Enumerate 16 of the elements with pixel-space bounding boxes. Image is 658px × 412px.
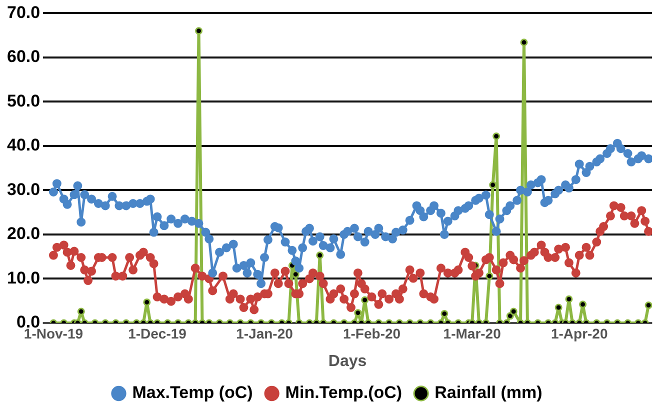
- y-tick-label: 50.0: [6, 91, 40, 110]
- x-tick-label: 1-Mar-20: [443, 325, 502, 342]
- y-tick-label: 10.0: [6, 268, 40, 288]
- y-tick-label: 40.0: [6, 136, 40, 155]
- legend-label: Max.Temp (oC): [132, 383, 253, 402]
- legend-label: Min.Temp.(oC): [285, 383, 402, 402]
- y-tick-label: 60.0: [6, 47, 40, 66]
- y-tick-label: 70.0: [6, 2, 40, 22]
- legend-label: Rainfall (mm): [434, 383, 542, 402]
- x-tick-label: 1-Apr-20: [550, 325, 608, 342]
- x-tick-label: 1-Feb-20: [342, 325, 401, 342]
- x-tick-label: 1-Dec-19: [128, 325, 187, 342]
- x-tick-label: 1-Jan-20: [236, 325, 294, 342]
- x-axis-title: Days: [328, 352, 367, 370]
- y-tick-label: 30.0: [6, 180, 40, 199]
- y-tick-label: 20.0: [6, 224, 40, 244]
